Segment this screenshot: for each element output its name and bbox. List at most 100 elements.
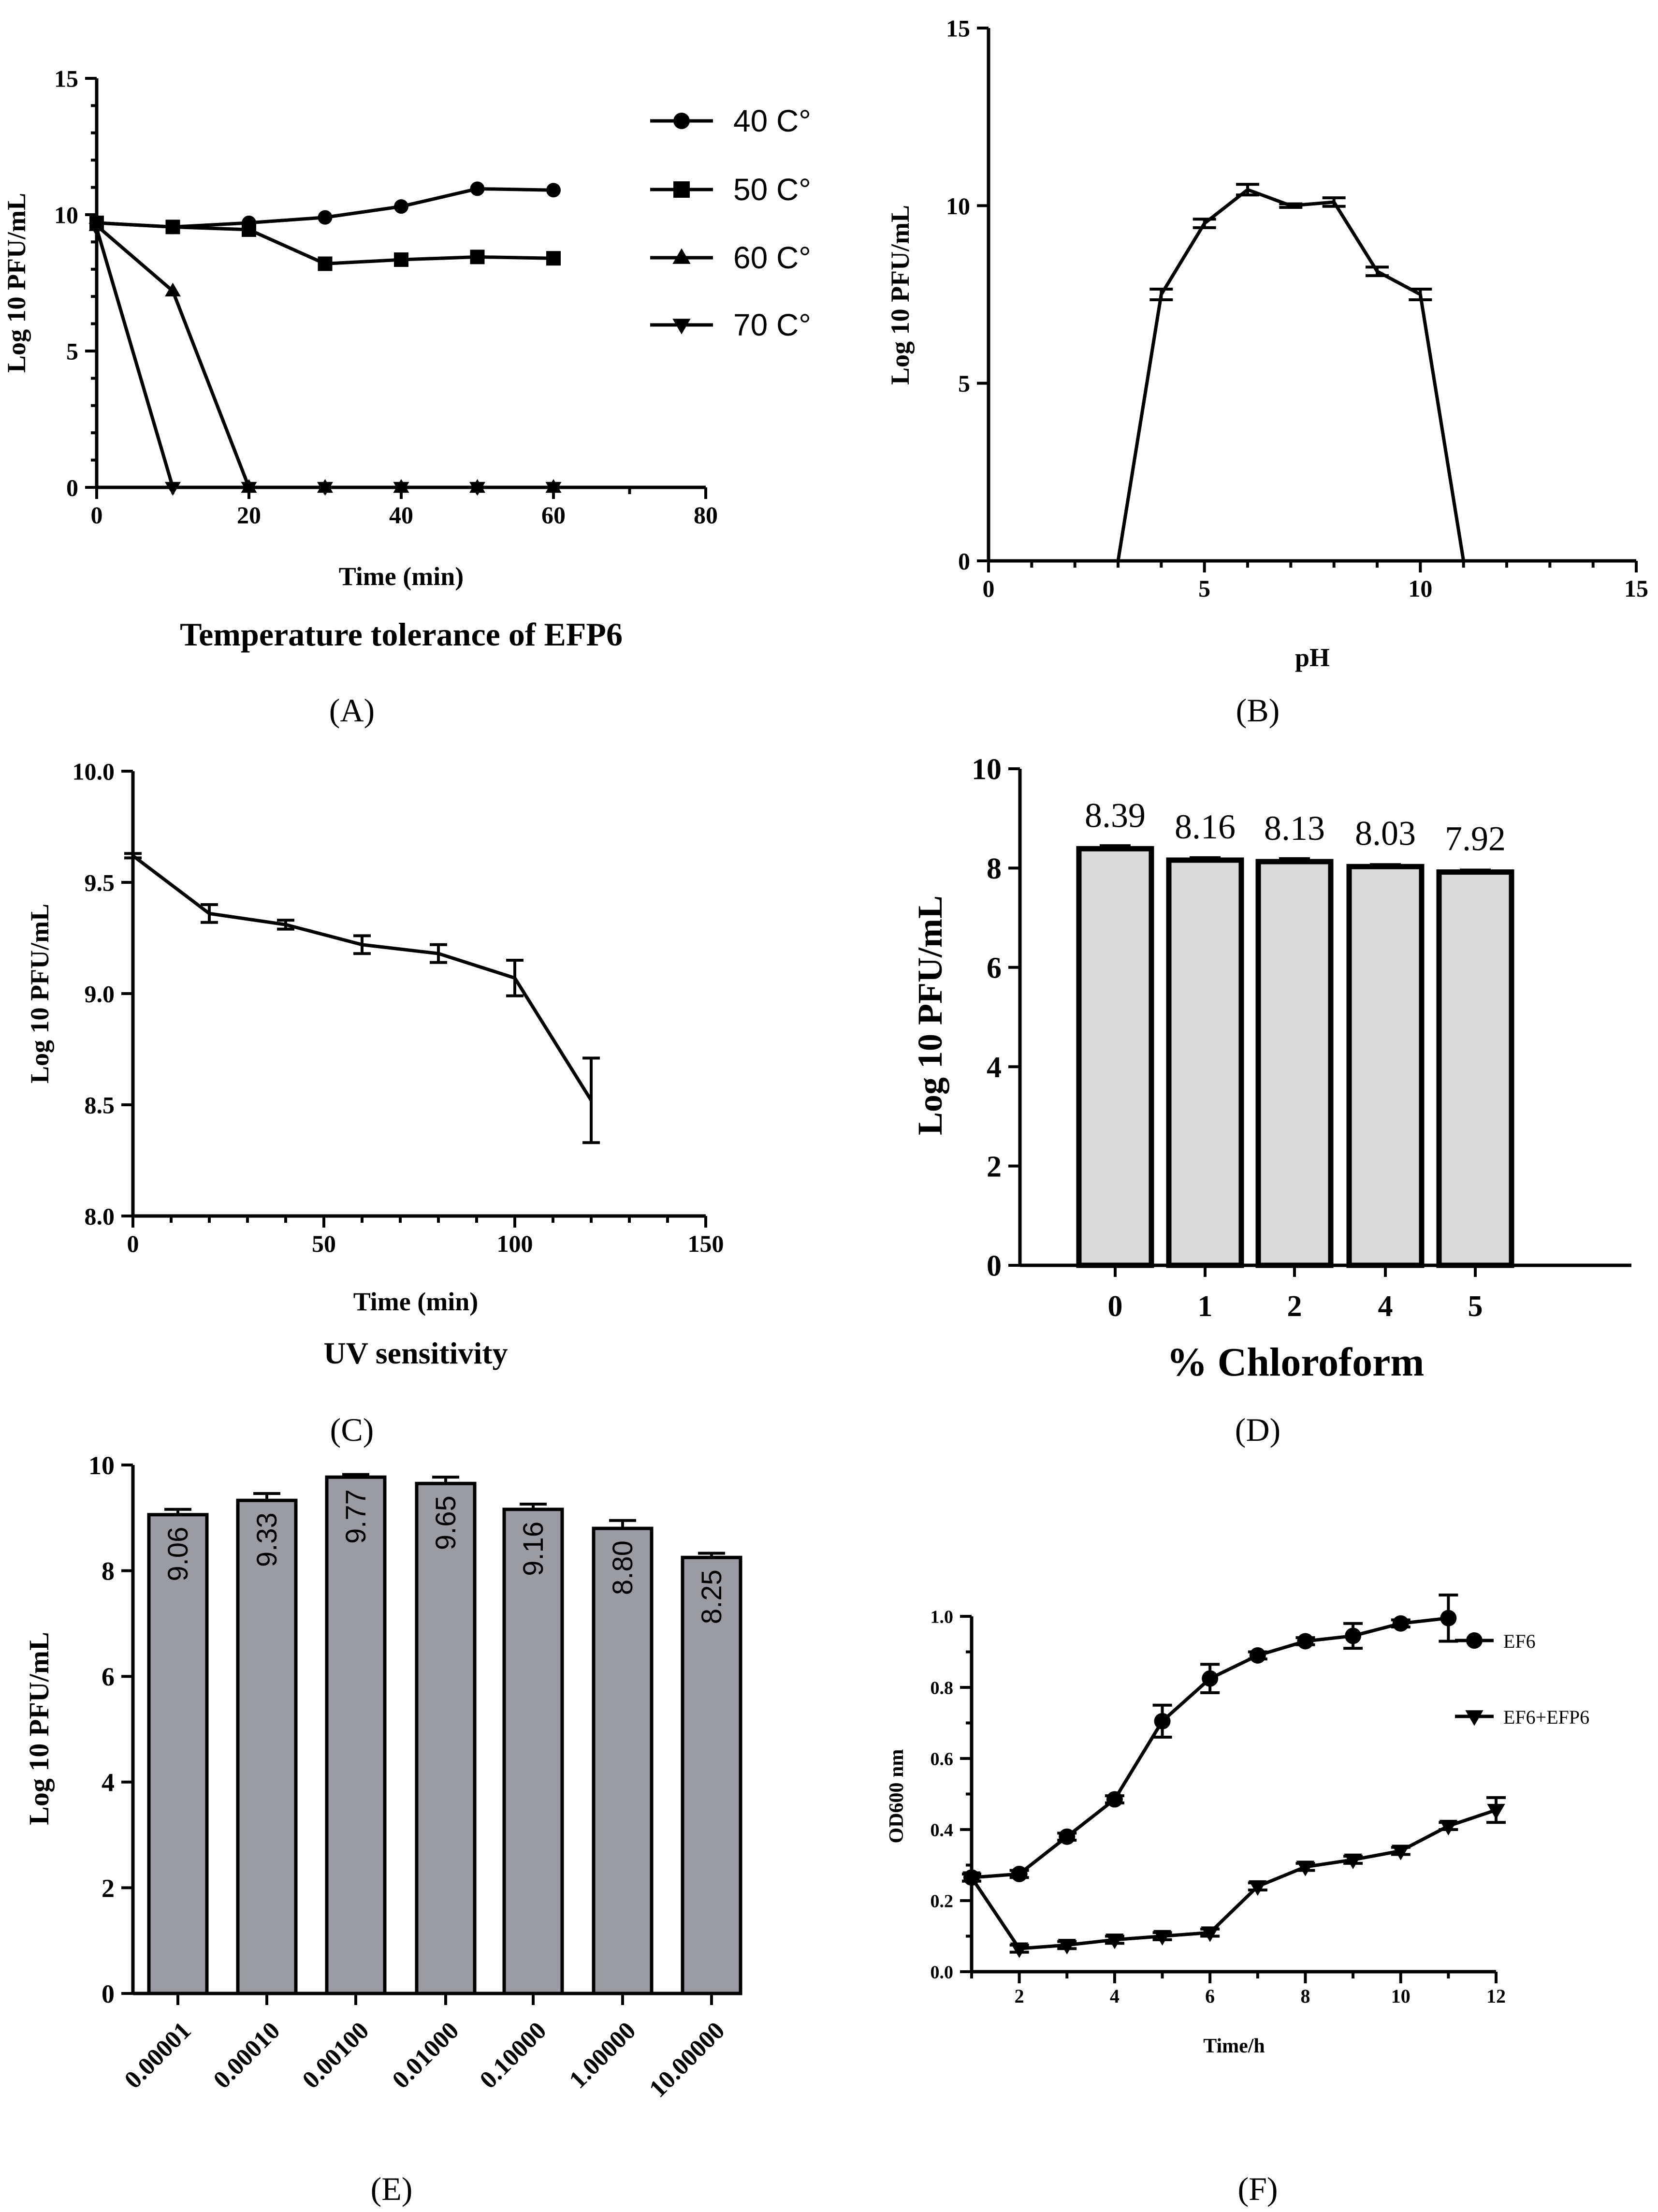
f-data-point: [1249, 1647, 1266, 1664]
d-y-tick-label: 4: [987, 1051, 1002, 1084]
panel-e: 0 2 4 6 8 10 0.00001 9.06 0.00010 9.33 0.00100 9.77…: [23, 1451, 742, 2207]
b-x-tick-label: 5: [1198, 575, 1210, 602]
a-data-point: [546, 251, 561, 266]
a-legend-label: 60 C°: [733, 240, 811, 275]
d-bar: [1166, 857, 1244, 1268]
a-legend-marker: [672, 248, 691, 264]
a-panel-label: (A): [329, 692, 375, 729]
f-data-point: [1059, 1828, 1076, 1845]
e-x-tick-label: 1.00000: [564, 2017, 641, 2094]
a-x-tick-label: 20: [237, 501, 261, 528]
c-x-tick-label: 50: [312, 1230, 336, 1257]
e-data-label: 9.33: [251, 1512, 283, 1567]
f-x-tick-label: 12: [1486, 1985, 1506, 2007]
f-legend-label: EF6+EFP6: [1503, 1706, 1589, 1728]
d-x-axis-label: % Chloroform: [1167, 1340, 1425, 1385]
f-y-tick-label: 0.0: [931, 1962, 954, 1982]
panel-b: 0 5 10 15 0 5 10 15 Log 10 PFU/mL pH (B): [886, 15, 1648, 729]
c-y-tick-label: 9.0: [85, 981, 115, 1008]
e-y-tick-label: 6: [102, 1662, 115, 1691]
a-y-tick-label: 5: [66, 338, 78, 365]
f-series-line-1: [970, 1808, 1497, 1950]
panel-f: 0.0 0.2 0.4 0.6 0.8 1.0 2 4 6 8 10 12 OD600 nm Time/h…: [886, 1593, 1589, 2207]
a-data-point: [165, 220, 180, 234]
a-data-point: [317, 482, 333, 496]
f-data-point: [1153, 1930, 1172, 1946]
f-data-point: [1392, 1615, 1409, 1632]
e-x-tick-label: 0.00100: [297, 2017, 375, 2094]
d-bar: [1346, 864, 1425, 1268]
e-bar: [147, 1513, 209, 1995]
a-x-tick-label: 0: [91, 501, 103, 528]
f-series-line-0: [971, 1616, 1449, 1879]
a-x-tick-label: 60: [541, 501, 566, 528]
f-data-point: [1297, 1633, 1314, 1650]
a-data-point: [469, 482, 485, 496]
e-y-tick-label: 0: [102, 1979, 115, 2008]
d-data-label: 8.16: [1175, 807, 1236, 846]
c-x-tick-label: 100: [497, 1230, 533, 1257]
d-y-tick-label: 2: [987, 1150, 1002, 1183]
a-x-tick-label: 40: [389, 501, 413, 528]
f-x-tick-label: 4: [1110, 1985, 1120, 2007]
a-data-point: [318, 256, 333, 271]
a-legend-marker: [673, 113, 690, 129]
e-x-tick-label: 0.00001: [119, 2017, 197, 2094]
d-y-tick-label: 0: [987, 1250, 1002, 1283]
e-y-tick-label: 2: [102, 1874, 115, 1903]
b-y-axis-label: Log 10 PFU/mL: [886, 205, 915, 385]
f-x-tick-label: 2: [1015, 1985, 1024, 2007]
a-data-point: [470, 181, 485, 196]
d-y-tick-label: 10: [972, 753, 1002, 786]
e-x-tick-label: 0.01000: [387, 2017, 465, 2094]
f-y-tick-label: 0.2: [931, 1891, 954, 1911]
f-data-point: [1201, 1926, 1219, 1942]
a-data-point: [545, 482, 562, 496]
c-x-tick-label: 150: [688, 1230, 724, 1257]
c-y-tick-label: 9.5: [85, 869, 115, 896]
b-x-tick-label: 10: [1408, 575, 1432, 602]
b-x-tick-label: 0: [983, 575, 995, 602]
e-data-label: 8.25: [696, 1569, 727, 1624]
f-data-point: [1439, 1819, 1458, 1836]
c-series-line: [131, 854, 593, 1101]
f-data-point: [1106, 1791, 1123, 1808]
f-y-axis-label: OD600 nm: [886, 1749, 908, 1844]
c-chart-title: UV sensitivity: [323, 1336, 508, 1370]
a-data-point: [394, 199, 408, 214]
d-y-tick-label: 8: [987, 852, 1002, 885]
d-bar: [1076, 846, 1154, 1268]
d-y-tick-label: 6: [987, 952, 1002, 985]
f-data-point: [1487, 1803, 1505, 1820]
a-legend-label: 40 C°: [733, 103, 811, 138]
e-data-label: 9.77: [340, 1489, 372, 1544]
c-y-tick-label: 10.0: [73, 758, 115, 785]
c-panel-label: (C): [330, 1411, 374, 1448]
d-data-label: 7.92: [1445, 820, 1506, 858]
f-y-tick-label: 0.4: [931, 1820, 954, 1840]
a-data-point: [88, 222, 105, 237]
d-x-tick-label: 0: [1108, 1290, 1123, 1323]
a-y-axis-label: Log 10 PFU/mL: [2, 193, 31, 373]
a-legend-marker: [673, 181, 690, 198]
e-bar: [325, 1475, 387, 1995]
f-data-point: [1249, 1880, 1267, 1896]
e-data-label: 9.06: [162, 1527, 194, 1582]
a-data-point: [470, 249, 485, 264]
e-data-label: 9.16: [518, 1522, 549, 1576]
a-y-tick-label: 15: [54, 65, 78, 92]
b-y-tick-label: 10: [946, 192, 970, 220]
e-x-tick-label: 0.10000: [475, 2017, 552, 2094]
d-x-tick-label: 1: [1198, 1290, 1213, 1323]
e-data-label: 8.80: [607, 1540, 639, 1595]
f-data-point: [962, 1871, 981, 1887]
b-panel-label: (B): [1236, 692, 1280, 729]
f-data-point: [1154, 1713, 1171, 1729]
d-panel-label: (D): [1235, 1411, 1280, 1448]
f-data-point: [1011, 1865, 1028, 1882]
d-x-tick-label: 4: [1378, 1290, 1393, 1323]
e-data-label: 9.65: [430, 1495, 462, 1550]
f-data-point: [1440, 1610, 1457, 1626]
b-x-axis-label: pH: [1295, 643, 1330, 672]
